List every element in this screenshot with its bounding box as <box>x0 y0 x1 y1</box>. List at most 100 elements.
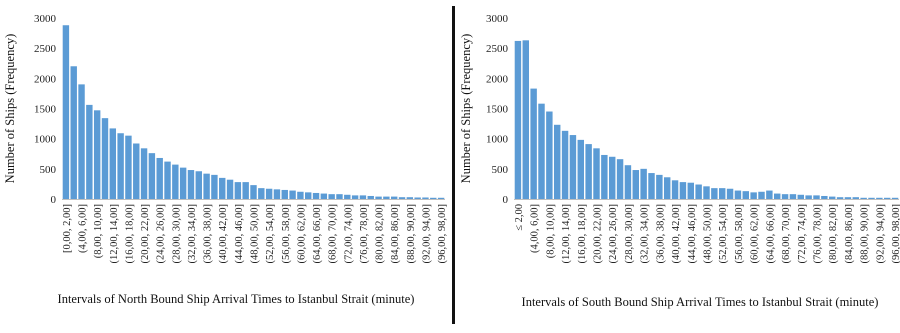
bar <box>514 40 522 200</box>
bar <box>133 143 140 199</box>
bar <box>234 182 242 199</box>
x-tick-label: (4,00, 6,00] <box>530 204 541 253</box>
x-tick-label: (16,00, 18,00] <box>124 204 135 264</box>
bar <box>351 195 359 199</box>
bar <box>718 188 726 199</box>
x-tick-label: (12,00, 14,00] <box>561 204 572 264</box>
x-tick-label: (80,00, 82,00] <box>375 204 386 264</box>
bar <box>805 195 812 199</box>
x-axis-label: Intervals of North Bound Ship Arrival Ti… <box>58 292 415 306</box>
bar <box>546 111 553 199</box>
x-tick-label: (60,00, 62,00] <box>296 204 307 264</box>
x-tick-label: (84,00, 86,00] <box>390 204 401 264</box>
x-tick-label: (52,00, 54,00] <box>718 204 729 264</box>
bar <box>601 154 608 199</box>
bar <box>86 104 93 199</box>
bar <box>242 182 249 199</box>
bar <box>742 191 749 199</box>
bar <box>336 194 343 199</box>
x-tick-label: (40,00, 42,00] <box>671 204 682 264</box>
x-tick-label: (60,00, 62,00] <box>750 204 761 264</box>
x-tick-label: (28,00, 30,00] <box>624 204 635 264</box>
bar <box>813 195 820 199</box>
bar <box>616 159 624 199</box>
x-tick-label: (16,00, 18,00] <box>577 204 588 264</box>
bar <box>289 190 296 199</box>
bar <box>711 188 718 199</box>
bar <box>109 128 117 199</box>
bar <box>828 196 836 199</box>
bar <box>359 195 367 199</box>
bar <box>703 186 710 199</box>
bar <box>883 197 891 199</box>
bar <box>695 184 702 199</box>
y-tick-label: 2000 <box>34 73 57 85</box>
x-tick-label: (20,00, 22,00] <box>593 204 604 264</box>
bar <box>553 124 561 199</box>
y-tick-label: 2000 <box>486 73 509 85</box>
bar <box>414 197 421 199</box>
bar <box>250 185 257 199</box>
x-tick-label: (88,00, 90,00] <box>860 204 871 264</box>
x-tick-label: [0,00, 2,00] <box>62 204 73 253</box>
y-axis-label: Number of Ships (Frequency) <box>3 34 17 184</box>
bar <box>608 156 616 199</box>
bar <box>868 197 875 199</box>
bar <box>844 197 852 199</box>
x-tick-label: (48,00, 50,00] <box>703 204 714 264</box>
x-tick-label: (96,00, 98,00] <box>437 204 448 264</box>
bar <box>375 196 382 199</box>
bar <box>93 110 101 199</box>
bar <box>226 179 234 199</box>
bar <box>530 88 537 199</box>
y-tick-label: 0 <box>503 194 509 206</box>
x-tick-label: (24,00, 26,00] <box>156 204 167 264</box>
x-tick-label: (68,00, 70,00] <box>328 204 339 264</box>
bar <box>876 197 883 199</box>
bar <box>203 173 210 199</box>
bar <box>789 194 797 199</box>
x-tick-label: (92,00, 94,00] <box>421 204 432 264</box>
bar <box>726 188 734 199</box>
bar <box>430 197 437 199</box>
bar <box>852 197 859 199</box>
x-tick-label: (20,00, 22,00] <box>140 204 151 264</box>
bar <box>179 167 187 199</box>
bar <box>422 197 429 199</box>
x-tick-label: (84,00, 86,00] <box>844 204 855 264</box>
y-tick-label: 0 <box>51 194 57 206</box>
bar <box>671 180 679 199</box>
x-tick-label: (92,00, 94,00] <box>875 204 886 264</box>
y-tick-label: 1500 <box>34 104 57 116</box>
bar <box>258 188 265 199</box>
bar <box>648 173 655 199</box>
panel-divider <box>452 6 455 324</box>
bar <box>406 197 414 199</box>
x-tick-label: (48,00, 50,00] <box>250 204 261 264</box>
bar <box>383 196 390 199</box>
bar <box>734 190 742 199</box>
bar <box>577 139 584 199</box>
chart-1: 0 500 1000 1500 2000 2500 3000 [0,00, 2,00] (4,0… <box>3 13 448 306</box>
x-tick-label: (28,00, 30,00] <box>171 204 182 264</box>
chart-2: 0 500 1000 1500 2000 2500 3000 ≤ 2,00 (4,00, 6,0… <box>459 13 900 309</box>
x-tick-label: (44,00, 46,00] <box>234 204 245 264</box>
bar <box>305 192 312 199</box>
bar <box>164 161 171 199</box>
bar <box>758 191 765 199</box>
x-tick-label: (32,00, 34,00] <box>640 204 651 264</box>
x-tick-label: (24,00, 26,00] <box>608 204 619 264</box>
bar <box>101 118 109 199</box>
x-tick-label: (8,00, 10,00] <box>545 204 556 258</box>
bar <box>265 188 273 199</box>
bar <box>632 170 639 199</box>
bar <box>117 133 124 199</box>
x-tick-label: (72,00, 74,00] <box>343 204 354 264</box>
bar <box>398 197 406 199</box>
bar <box>156 157 163 199</box>
bar <box>679 182 687 199</box>
bar <box>344 194 351 199</box>
bar <box>367 195 374 199</box>
bar <box>687 182 694 199</box>
